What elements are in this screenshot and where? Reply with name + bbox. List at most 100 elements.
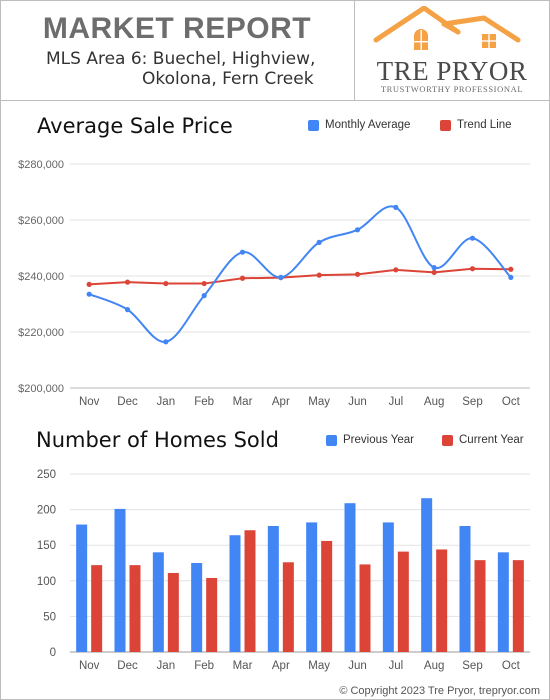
homes-legend-current: Current Year	[442, 434, 524, 446]
data-point	[124, 279, 131, 285]
x-tick-label: Jun	[348, 660, 367, 672]
x-tick-label: Dec	[117, 660, 138, 672]
series-line-trend	[89, 267, 511, 286]
data-point	[469, 235, 476, 241]
data-point	[163, 339, 169, 345]
data-point	[354, 271, 361, 277]
series-line-monthly-average	[88, 205, 512, 343]
x-tick-label: Jun	[348, 396, 367, 408]
y-tick-label: $280,000	[18, 159, 64, 171]
data-point	[124, 307, 131, 313]
bar-current-year	[436, 549, 448, 652]
homes-legend-previous: Previous Year	[326, 434, 414, 446]
bar-current-year	[321, 540, 333, 652]
data-point	[201, 280, 207, 287]
x-tick-label: Sep	[462, 660, 482, 672]
house-roof-icon	[373, 5, 521, 50]
bar-previous-year	[76, 524, 88, 652]
y-tick-label: $220,000	[18, 327, 64, 339]
x-tick-label: Aug	[424, 396, 444, 408]
x-tick-label: May	[308, 660, 330, 672]
data-point	[86, 281, 92, 287]
data-point	[431, 265, 437, 271]
area-description-line2: Okolona, Fern Creek	[142, 69, 314, 89]
legend-swatch-blue	[326, 434, 337, 446]
bar-previous-year	[267, 525, 279, 652]
bar-previous-year	[114, 508, 126, 652]
homes-chart-title: Number of Homes Sold	[36, 428, 279, 452]
x-tick-label: Jan	[157, 660, 176, 672]
bar-current-year	[397, 551, 409, 652]
data-point	[278, 274, 284, 280]
x-tick-label: Oct	[502, 396, 521, 408]
data-point	[316, 239, 322, 245]
bar-current-year	[359, 564, 371, 652]
legend-label: Trend Line	[457, 119, 512, 131]
bar-current-year	[91, 565, 103, 652]
x-tick-label: Feb	[194, 660, 214, 672]
y-tick-label: $240,000	[18, 271, 64, 283]
y-tick-label: 100	[37, 576, 56, 588]
x-tick-label: Apr	[272, 396, 290, 408]
data-point	[239, 249, 246, 255]
legend-label: Current Year	[459, 434, 524, 446]
header-divider	[354, 0, 355, 100]
data-point	[431, 269, 437, 275]
bar-current-year	[129, 565, 141, 652]
bar-current-year	[282, 562, 294, 652]
x-tick-label: Nov	[79, 660, 100, 672]
x-tick-label: Apr	[272, 660, 290, 672]
x-tick-label: Dec	[117, 396, 138, 408]
bar-current-year	[474, 560, 486, 652]
x-tick-label: Nov	[79, 396, 100, 408]
logo-name: TRE PRYOR	[376, 56, 528, 86]
x-tick-label: Jan	[157, 396, 176, 408]
x-tick-label: Jul	[388, 396, 403, 408]
bar-previous-year	[497, 552, 509, 652]
data-point	[393, 204, 399, 210]
data-point	[508, 274, 514, 280]
area-description-line1: MLS Area 6: Buechel, Highview,	[46, 49, 316, 69]
logo-tagline: TRUSTWORTHY PROFESSIONAL	[380, 84, 524, 94]
x-tick-label: Aug	[424, 660, 444, 672]
brand-logo: TRE PRYOR TRUSTWORTHY PROFESSIONAL	[366, 5, 538, 94]
legend-swatch-blue	[308, 119, 319, 131]
y-tick-label: 250	[37, 469, 56, 481]
x-tick-label: Feb	[194, 396, 214, 408]
copyright-footer: © Copyright 2023 Tre Pryor, trepryor.com	[339, 685, 540, 697]
data-point	[393, 267, 399, 273]
price-legend-monthly: Monthly Average	[308, 119, 410, 131]
bar-current-year	[206, 577, 218, 652]
bar-previous-year	[306, 522, 318, 652]
bar-previous-year	[421, 498, 433, 652]
report-header: MARKET REPORT MLS Area 6: Buechel, Highv…	[0, 0, 550, 101]
data-point	[316, 272, 322, 278]
y-tick-label: $260,000	[18, 215, 64, 227]
legend-swatch-red	[440, 119, 451, 131]
bar-current-year	[244, 530, 256, 652]
data-point	[354, 227, 361, 233]
bar-previous-year	[382, 522, 394, 652]
y-tick-label: $200,000	[18, 383, 64, 395]
data-point	[508, 266, 514, 272]
y-tick-label: 150	[37, 540, 56, 552]
legend-label: Previous Year	[343, 434, 414, 446]
y-tick-label: 0	[50, 647, 56, 659]
y-tick-label: 50	[43, 611, 56, 623]
x-tick-label: Jul	[388, 660, 403, 672]
y-tick-label: 200	[37, 505, 56, 517]
bar-previous-year	[152, 552, 164, 652]
x-tick-label: May	[308, 396, 330, 408]
legend-label: Monthly Average	[325, 119, 411, 131]
price-chart-title: Average Sale Price	[37, 114, 233, 138]
legend-swatch-red	[442, 434, 453, 446]
x-tick-label: Sep	[462, 396, 482, 408]
bar-previous-year	[459, 525, 471, 652]
report-title: MARKET REPORT	[42, 12, 312, 45]
bar-previous-year	[344, 503, 356, 652]
x-tick-label: Mar	[233, 396, 253, 408]
x-tick-label: Oct	[502, 660, 521, 672]
data-point	[469, 266, 476, 272]
x-tick-label: Mar	[233, 660, 253, 672]
bar-previous-year	[229, 535, 241, 652]
